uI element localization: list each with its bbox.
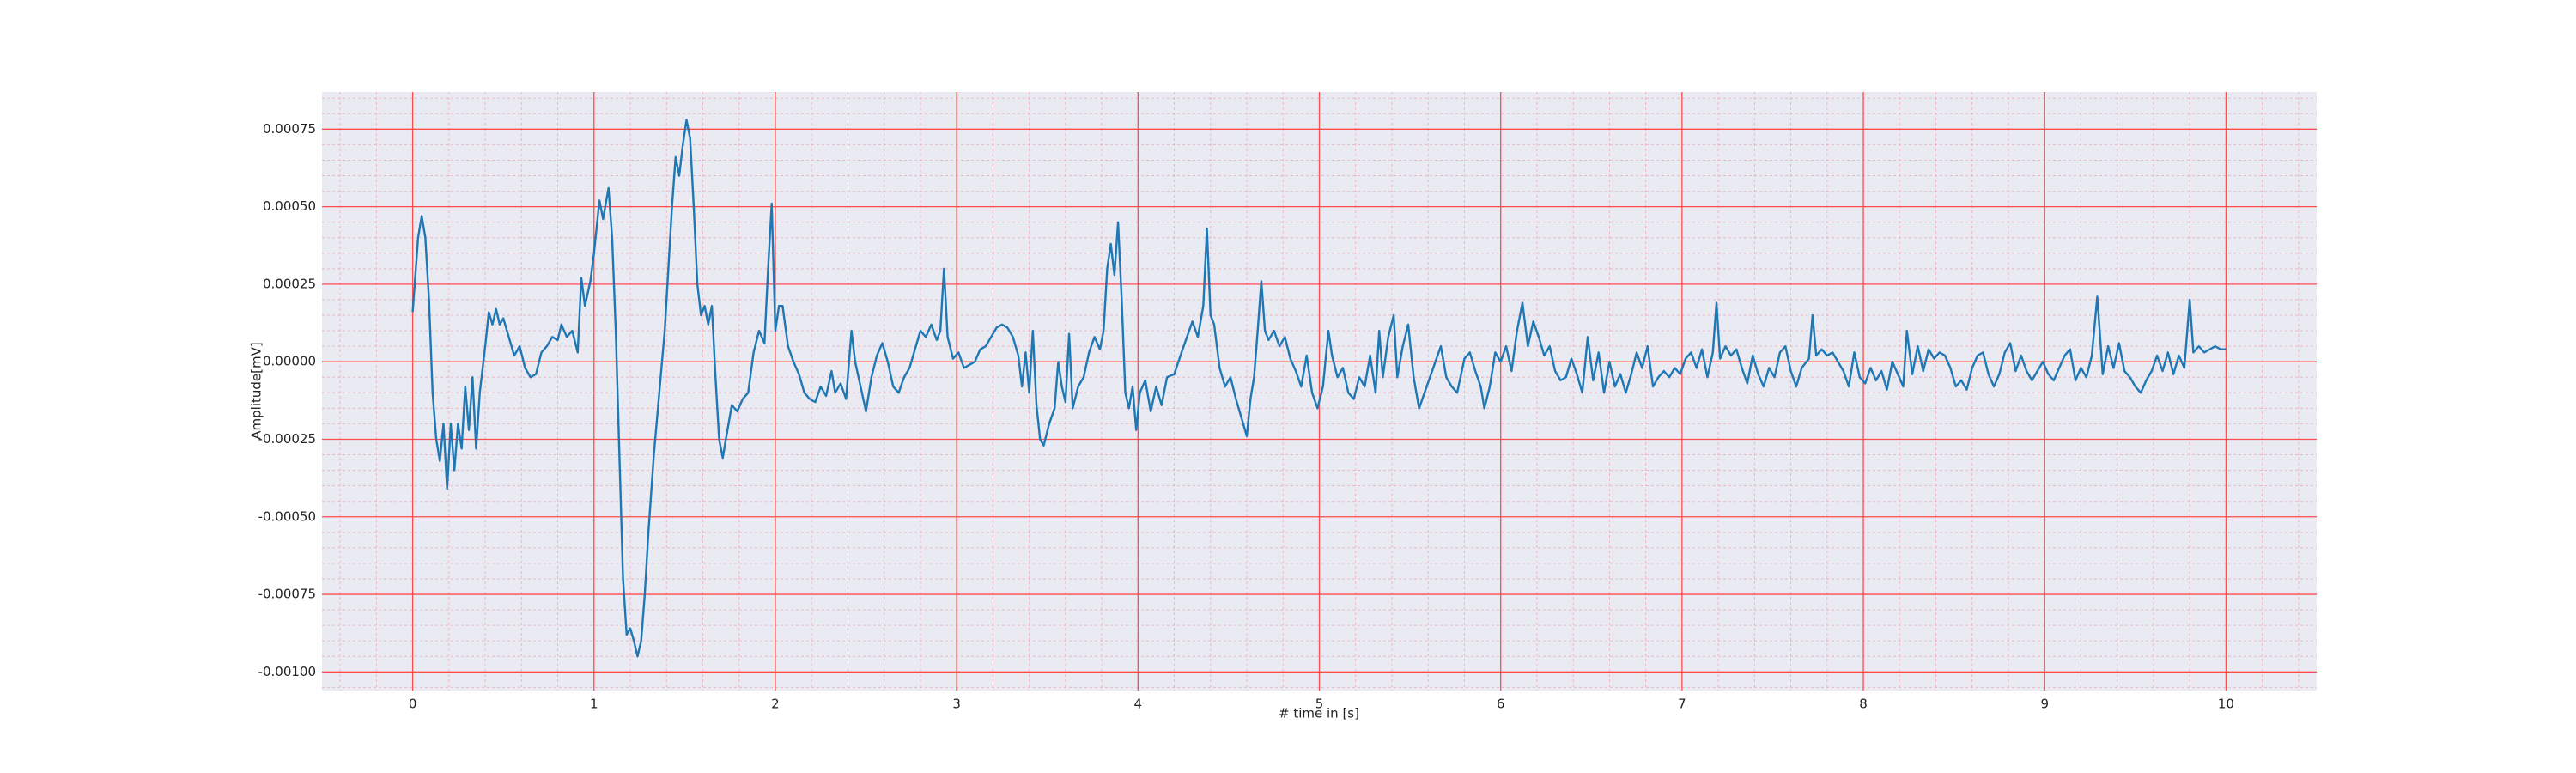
x-tick-label: 1 (590, 697, 598, 712)
x-tick-label: 3 (952, 697, 961, 712)
labels: # time in [s] Amplitude[mV] 0 1 2 3 4 5 6 7 8 9 10… (249, 121, 2234, 721)
x-axis-label: # time in [s] (1279, 706, 1359, 721)
x-tick-label: 9 (2040, 697, 2049, 712)
x-tick-label: 6 (1497, 697, 1505, 712)
x-tick-label: 8 (1859, 697, 1868, 712)
x-tick-label: 7 (1678, 697, 1686, 712)
data (411, 119, 2227, 658)
y-tick-label: 0.00050 (263, 198, 316, 214)
y-tick-label: -0.00075 (258, 587, 316, 602)
y-tick-label: 0.00000 (263, 354, 316, 369)
y-axis-label: Amplitude[mV] (249, 342, 264, 439)
y-tick-label: -0.00100 (258, 664, 316, 679)
y-tick-label: 0.00075 (263, 121, 316, 137)
grid (322, 92, 2317, 691)
signal-line (411, 119, 2227, 658)
x-tick-label: 4 (1134, 697, 1143, 712)
x-tick-label: 10 (2218, 697, 2234, 712)
y-tick-label: -0.00025 (258, 431, 316, 447)
y-tick-label: 0.00025 (263, 276, 316, 291)
x-tick-label: 5 (1315, 697, 1324, 712)
y-tick-label: -0.00050 (258, 508, 316, 524)
x-tick-label: 0 (409, 697, 417, 712)
x-tick-label: 2 (771, 697, 780, 712)
